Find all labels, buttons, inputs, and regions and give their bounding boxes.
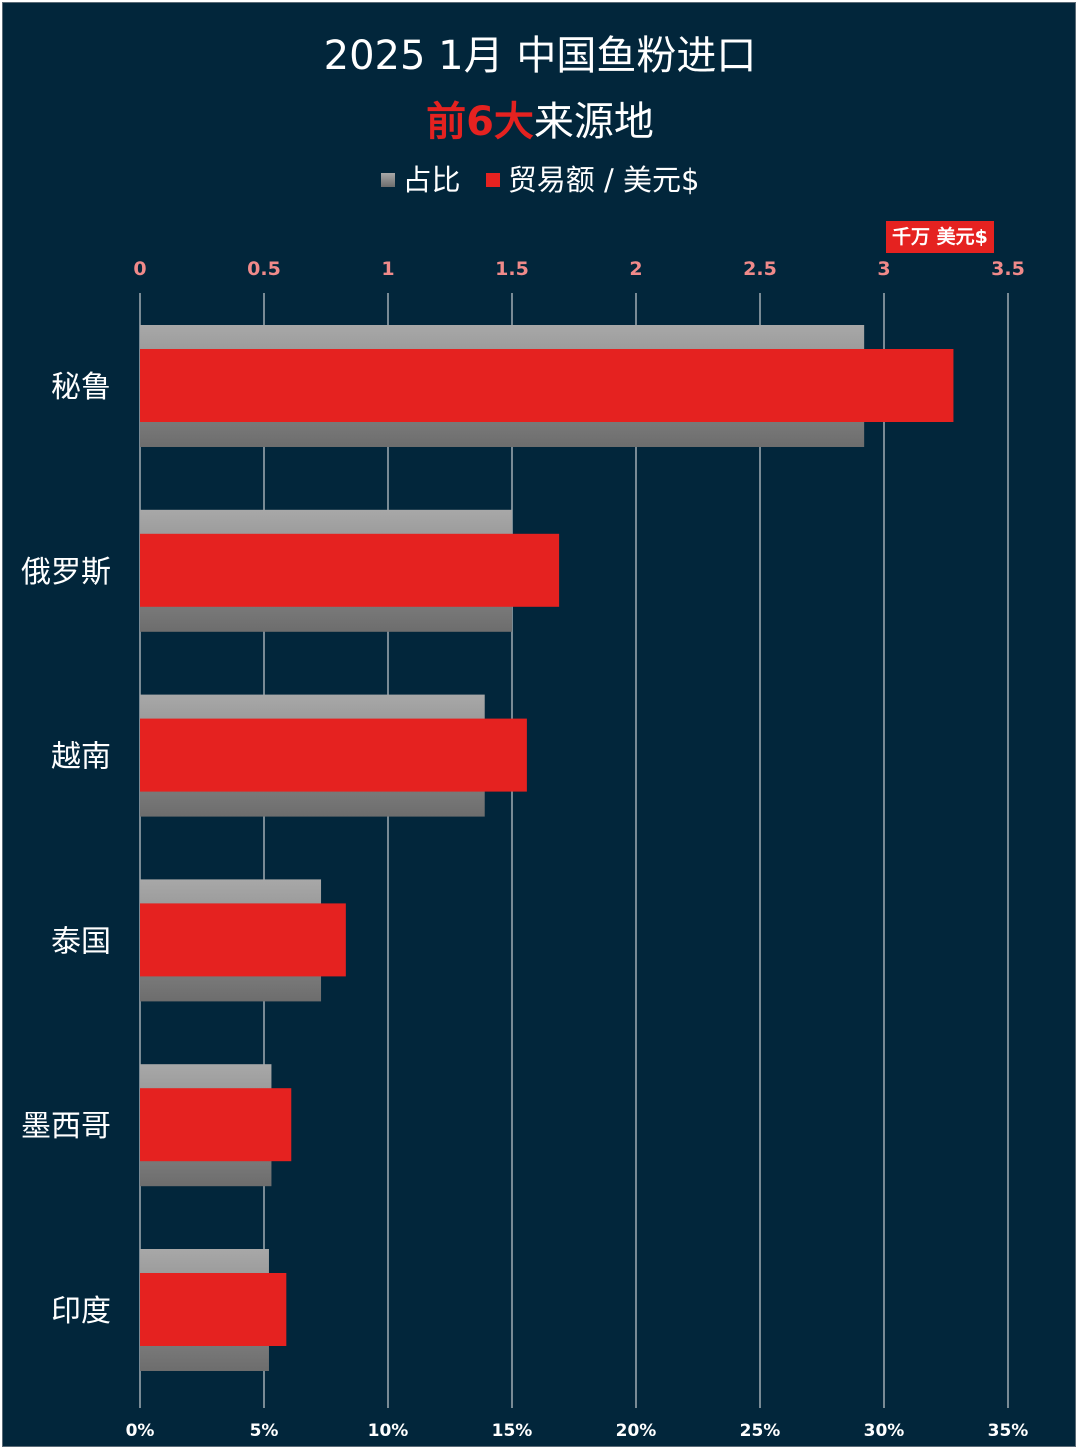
bottom-axis-tick-label: 0% — [126, 1421, 155, 1441]
labels: 0 0% 0.5 5% 1 10% 1.5 15% 2 20% 2.5 25% 3 30% 3.5 35% 秘鲁… — [21, 258, 1028, 1441]
legend-label-trade: 贸易额 / 美元$ — [507, 163, 700, 197]
top-axis-tick-label: 1 — [381, 258, 394, 280]
legend-item-share: 占比 — [380, 157, 461, 199]
gridlines — [139, 293, 1009, 1408]
bottom-axis-tick-label: 10% — [368, 1421, 409, 1441]
legend: 占比 贸易额 / 美元$ — [3, 157, 1075, 199]
legend-swatch-trade — [485, 173, 500, 187]
chart-subtitle: 前6大来源地 — [3, 89, 1075, 147]
bottom-axis-tick-label: 5% — [250, 1421, 279, 1441]
category-label: 秘鲁 — [51, 370, 111, 405]
legend-item-trade: 贸易额 / 美元$ — [485, 157, 700, 199]
bar-trade — [140, 1088, 292, 1162]
category-label: 俄罗斯 — [21, 555, 111, 590]
subtitle-highlight: 前6大 — [426, 99, 534, 145]
subtitle-rest: 来源地 — [533, 99, 654, 145]
chart-title: 2025 1月 中国鱼粉进口 — [323, 33, 757, 79]
bottom-axis-tick-label: 35% — [988, 1421, 1029, 1441]
bars — [140, 325, 954, 1371]
top-axis-tick-label: 3 — [877, 258, 890, 280]
category-label: 越南 — [51, 740, 111, 775]
bottom-axis-tick-label: 25% — [740, 1421, 781, 1441]
top-axis-tick-label: 0.5 — [247, 258, 281, 280]
legend-label-share: 占比 — [402, 163, 461, 197]
category-label: 墨西哥 — [21, 1109, 111, 1144]
legend-swatch-share — [380, 173, 395, 187]
unit-badge: 千万 美元$ — [886, 221, 994, 253]
top-axis-tick-label: 3.5 — [991, 258, 1025, 280]
top-axis-tick-label: 1.5 — [495, 258, 529, 280]
top-axis-tick-label: 2 — [629, 258, 642, 280]
bar-trade — [140, 533, 560, 607]
bottom-axis-tick-label: 30% — [864, 1421, 905, 1441]
bottom-axis-tick-label: 20% — [616, 1421, 657, 1441]
chart-plot: 0 0% 0.5 5% 1 10% 1.5 15% 2 20% 2.5 25% 3 30% 3.5 35% 秘鲁… — [21, 258, 1028, 1441]
top-axis-tick-label: 2.5 — [743, 258, 777, 280]
top-axis-tick-label: 0 — [133, 258, 146, 280]
bar-trade — [140, 903, 346, 977]
bar-trade — [140, 1273, 287, 1346]
category-label: 印度 — [51, 1294, 111, 1329]
bar-trade — [140, 349, 954, 422]
bar-trade — [140, 718, 527, 792]
bottom-axis-tick-label: 15% — [492, 1421, 533, 1441]
category-label: 泰国 — [51, 924, 111, 959]
